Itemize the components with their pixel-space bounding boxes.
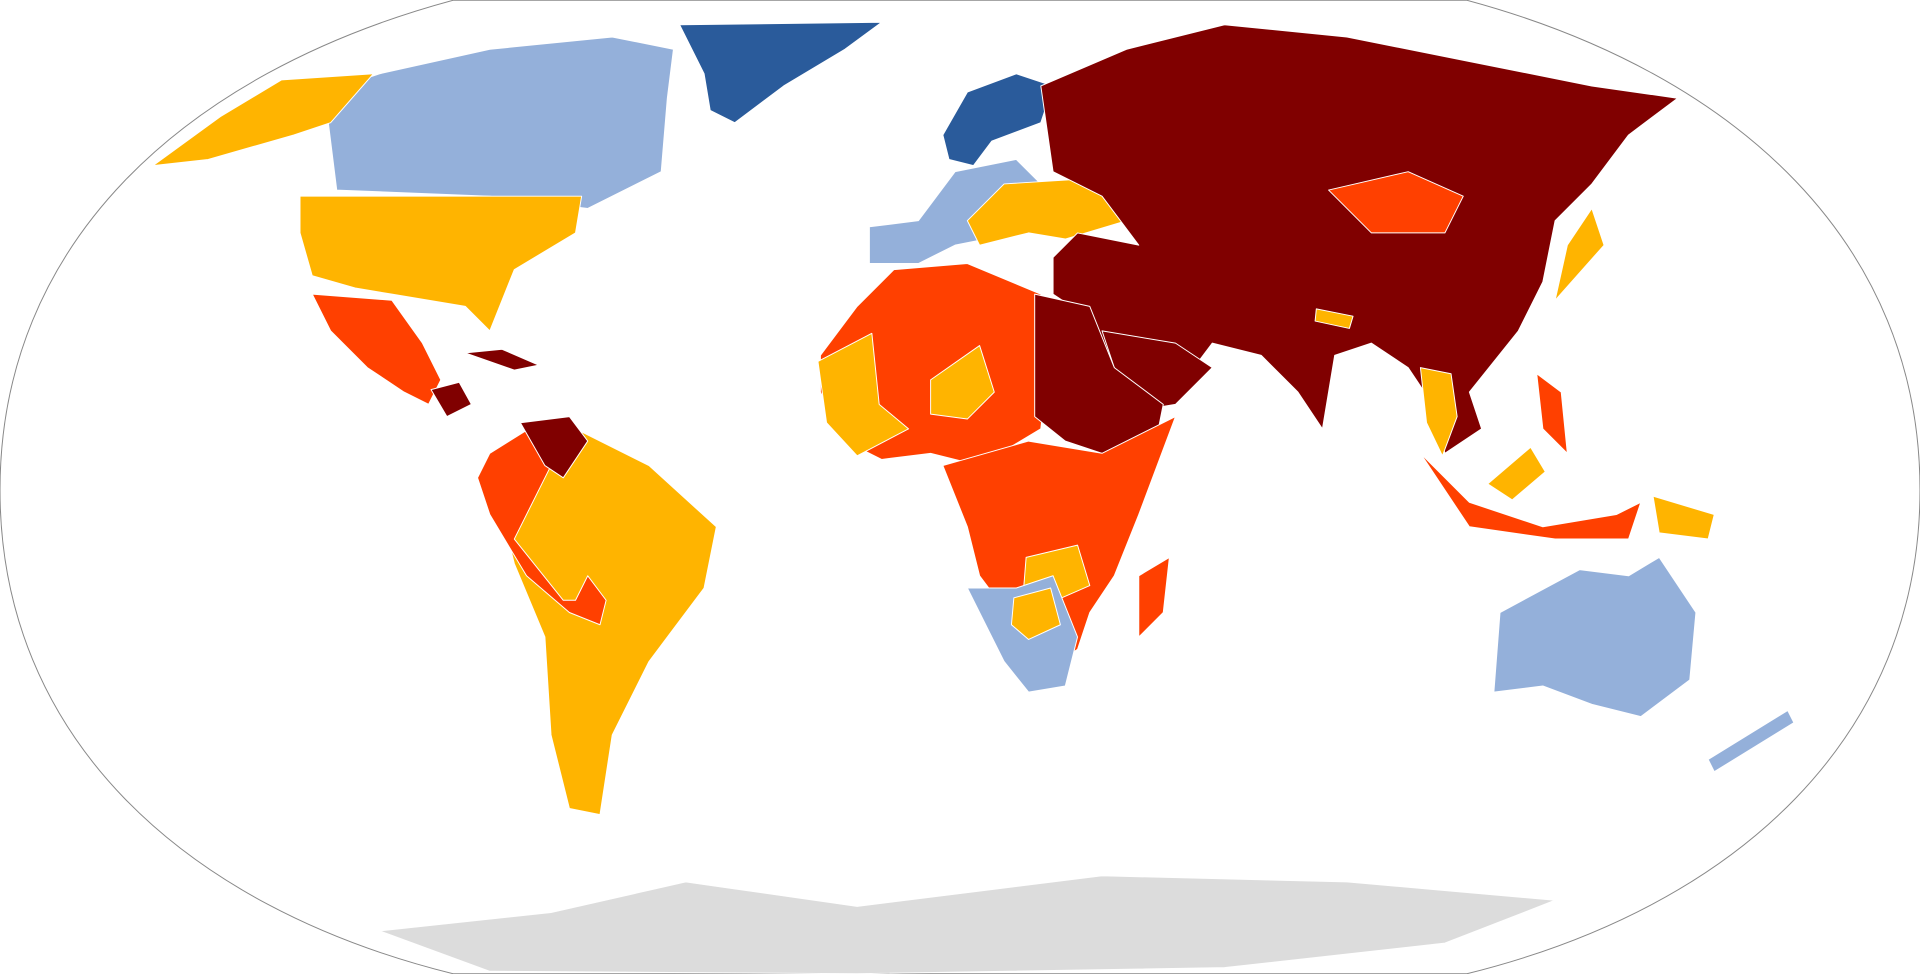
australia [1493, 556, 1697, 718]
japan [1554, 207, 1605, 301]
cuba [464, 348, 540, 371]
new-zealand [1707, 709, 1795, 773]
mongolia [1328, 171, 1464, 234]
sahel [930, 345, 995, 420]
antarctica [379, 875, 1556, 974]
nicaragua [430, 381, 472, 418]
greenland [679, 21, 883, 124]
nepal [1314, 308, 1354, 329]
papua-new-guinea [1652, 495, 1715, 540]
united-states [299, 195, 583, 332]
venezuela [519, 416, 589, 479]
malaysia [1487, 446, 1546, 501]
alaska [152, 73, 374, 167]
indonesia [1419, 452, 1642, 540]
madagascar [1138, 556, 1170, 638]
countries [152, 21, 1795, 974]
botswana [1010, 587, 1061, 640]
mexico-central-america [311, 293, 442, 405]
scandinavia [942, 73, 1054, 167]
west-africa [817, 332, 910, 457]
philippines [1536, 373, 1568, 454]
south-america-east [489, 428, 717, 816]
thailand [1419, 367, 1458, 457]
central-africa [942, 416, 1176, 675]
russia-asia [1040, 24, 1679, 454]
canada [324, 36, 674, 209]
